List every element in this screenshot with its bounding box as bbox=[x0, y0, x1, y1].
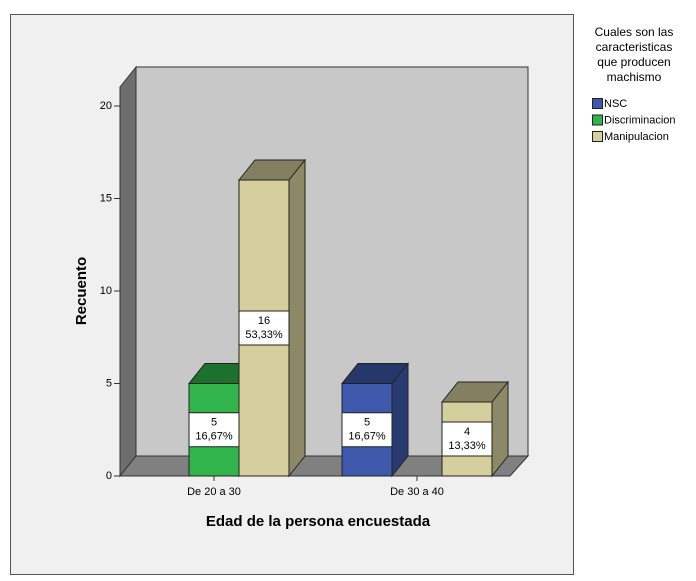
percent-label: 16,67% bbox=[348, 431, 386, 443]
value-label: 4 bbox=[464, 426, 470, 438]
legend-title: Cuales son las bbox=[595, 25, 674, 39]
value-label-box bbox=[441, 421, 493, 457]
y-tick-label: 0 bbox=[106, 470, 112, 482]
legend-swatch bbox=[592, 98, 603, 109]
percent-label: 53,33% bbox=[245, 329, 283, 341]
percent-label: 16,67% bbox=[195, 431, 233, 443]
legend-label: Discriminacion bbox=[604, 114, 676, 126]
value-label-box bbox=[238, 310, 290, 346]
x-tick-label: De 30 a 40 bbox=[390, 486, 444, 498]
y-tick-label: 5 bbox=[106, 377, 112, 389]
y-tick-label: 15 bbox=[100, 192, 112, 204]
x-axis-label: Edad de la persona encuestada bbox=[206, 513, 431, 530]
legend-label: Manipulacion bbox=[604, 131, 669, 143]
legend-label: NSC bbox=[604, 98, 627, 110]
legend-title: que producen bbox=[597, 55, 670, 69]
value-label-box bbox=[188, 412, 240, 448]
value-label-box bbox=[341, 412, 393, 448]
legend-swatch bbox=[592, 114, 603, 126]
side-wall bbox=[119, 65, 137, 478]
value-label: 5 bbox=[364, 417, 370, 429]
y-axis-label: Recuento bbox=[73, 257, 90, 325]
legend-title: machismo bbox=[607, 70, 662, 84]
bar-side bbox=[391, 362, 409, 478]
y-tick-label: 20 bbox=[100, 100, 112, 112]
value-label: 16 bbox=[258, 315, 270, 327]
x-tick-label: De 20 a 30 bbox=[187, 486, 241, 498]
legend-swatch bbox=[592, 131, 603, 142]
legend-title: caracteristicas bbox=[596, 40, 673, 54]
bar-side bbox=[288, 158, 306, 478]
percent-label: 13,33% bbox=[448, 440, 486, 452]
value-label: 5 bbox=[211, 417, 217, 429]
y-tick-label: 10 bbox=[100, 285, 112, 297]
